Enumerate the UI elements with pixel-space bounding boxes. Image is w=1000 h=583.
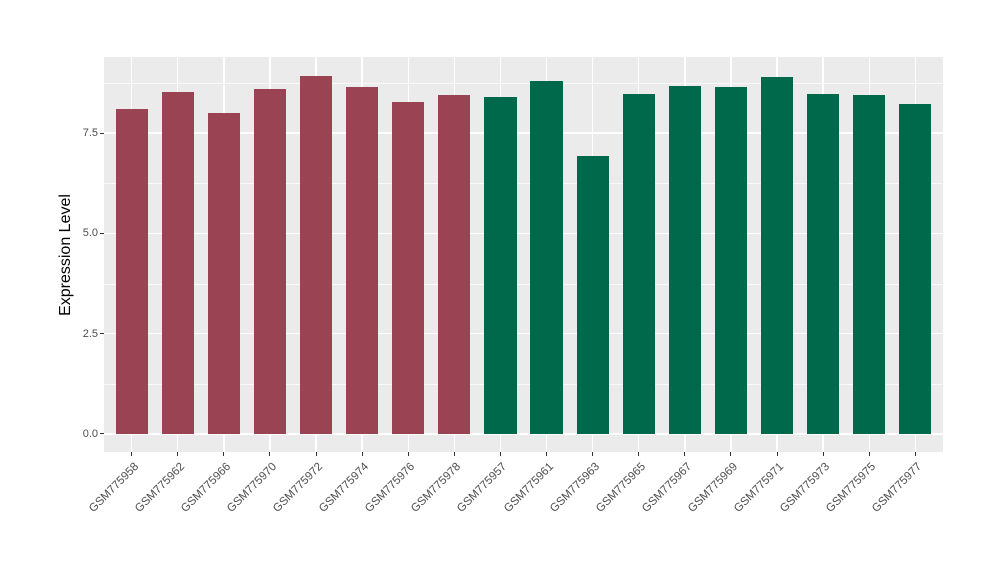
- bar-GSM775961: [530, 81, 563, 434]
- gridline-minor-horizontal: [104, 383, 943, 385]
- gridline-minor-horizontal: [104, 283, 943, 285]
- x-tick-mark: [868, 452, 870, 456]
- gridline-major-horizontal: [104, 132, 943, 134]
- y-tick-mark: [100, 333, 104, 335]
- x-tick-mark: [407, 452, 409, 456]
- x-tick-mark: [592, 452, 594, 456]
- x-tick-mark: [546, 452, 548, 456]
- bar-GSM775976: [392, 101, 425, 434]
- bar-GSM775972: [299, 75, 333, 434]
- x-tick-mark: [269, 452, 271, 456]
- x-tick-mark: [177, 452, 179, 456]
- bar-GSM775957: [484, 97, 517, 434]
- x-tick-mark: [776, 452, 778, 456]
- bar-GSM775974: [346, 87, 379, 434]
- bar-GSM775970: [253, 89, 287, 434]
- bar-GSM775958: [115, 108, 148, 434]
- plot-panel: [104, 57, 943, 452]
- x-tick-mark: [822, 452, 824, 456]
- x-tick-mark: [223, 452, 225, 456]
- bar-GSM775969: [714, 87, 748, 434]
- x-tick-mark: [315, 452, 317, 456]
- bar-GSM775977: [899, 103, 932, 434]
- x-tick-mark: [684, 452, 686, 456]
- y-tick-label: 2.5: [82, 327, 98, 340]
- y-tick-label: 0.0: [82, 427, 98, 440]
- y-tick-label: 7.5: [82, 127, 98, 140]
- x-tick-mark: [638, 452, 640, 456]
- y-axis-title: Expression Level: [57, 193, 74, 316]
- x-tick-mark: [361, 452, 363, 456]
- bar-GSM775975: [853, 95, 886, 434]
- y-tick-mark: [100, 433, 104, 435]
- bar-GSM775963: [576, 156, 609, 434]
- x-tick-mark: [453, 452, 455, 456]
- gridline-major-horizontal: [104, 333, 943, 335]
- bar-GSM775971: [760, 76, 794, 434]
- gridline-major-horizontal: [104, 433, 943, 435]
- gridline-major-horizontal: [104, 232, 943, 235]
- x-tick-mark: [499, 452, 501, 456]
- bar-GSM775967: [668, 85, 701, 434]
- y-tick-label: 5.0: [82, 227, 98, 240]
- bar-GSM775966: [207, 113, 240, 434]
- x-tick-mark: [730, 452, 732, 456]
- gridline-minor-horizontal: [104, 83, 943, 85]
- y-tick-mark: [100, 232, 104, 234]
- bar-GSM775978: [438, 94, 471, 434]
- y-tick-mark: [100, 132, 104, 134]
- bar-GSM775962: [161, 92, 194, 434]
- x-tick-mark: [131, 452, 133, 456]
- bar-GSM775973: [807, 94, 840, 434]
- x-tick-mark: [914, 452, 916, 456]
- bar-GSM775965: [622, 93, 655, 434]
- gridline-minor-horizontal: [104, 183, 943, 185]
